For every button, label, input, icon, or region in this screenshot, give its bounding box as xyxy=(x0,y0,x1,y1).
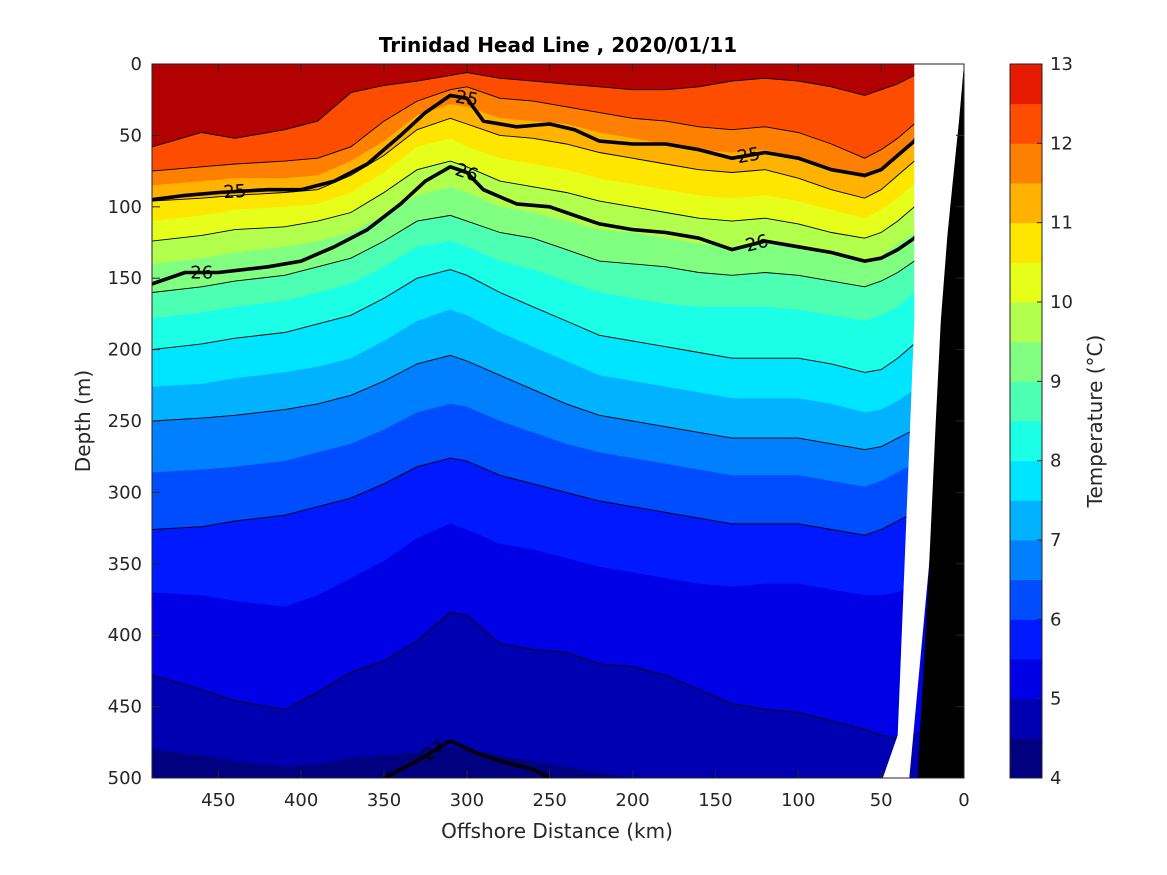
isotherm-lines xyxy=(152,69,932,739)
temperature-band xyxy=(152,746,931,778)
y-axis-label: Depth (m) xyxy=(71,370,95,472)
y-tick-label: 300 xyxy=(108,482,142,503)
y-axis: 0 50 100 150 200 250 300 350 400 450 500 xyxy=(108,54,964,789)
colorbar-tick-label: 5 xyxy=(1050,689,1061,710)
colorbar-swatch xyxy=(1010,302,1042,343)
bathymetry-mask xyxy=(882,64,964,778)
isotherm-line xyxy=(152,69,932,148)
colorbar-swatch xyxy=(1010,659,1042,700)
y-tick-label: 250 xyxy=(108,411,142,432)
y-tick-label: 450 xyxy=(108,697,142,718)
colorbar-swatch xyxy=(1010,579,1042,620)
colorbar-swatch xyxy=(1010,421,1042,462)
density-contour-label: 25 xyxy=(454,86,480,111)
x-tick-label: 300 xyxy=(450,790,484,811)
x-tick-label: 0 xyxy=(958,790,969,811)
y-tick-label: 100 xyxy=(108,197,142,218)
isotherm-line xyxy=(152,86,932,172)
density-contour-line xyxy=(383,739,551,778)
isotherm-line xyxy=(152,160,932,242)
y-tick-label: 50 xyxy=(119,125,142,146)
density-contour-label: 25 xyxy=(736,144,762,169)
colorbar-swatch xyxy=(1010,500,1042,541)
y-tick-label: 150 xyxy=(108,268,142,289)
y-tick-label: 200 xyxy=(108,340,142,361)
colorbar-tick-label: 13 xyxy=(1050,54,1073,75)
colorbar-swatch xyxy=(1010,698,1042,739)
colorbar-frame xyxy=(1009,63,1043,779)
colorbar-tick-label: 9 xyxy=(1050,371,1061,392)
colorbar-swatch xyxy=(1010,540,1042,581)
colorbar-tick-label: 12 xyxy=(1050,133,1073,154)
y-tick-label: 500 xyxy=(108,768,142,789)
x-axis-label: Offshore Distance (km) xyxy=(441,819,673,843)
x-tick-label: 450 xyxy=(201,790,235,811)
colorbar: 4 5 6 7 8 9 10 11 12 13 xyxy=(1009,54,1073,789)
x-axis: 450 400 350 300 250 200 150 100 50 0 xyxy=(201,64,970,811)
isotherm-line xyxy=(152,611,932,739)
temperature-band xyxy=(152,612,931,778)
colorbar-tick-label: 10 xyxy=(1050,292,1073,313)
colorbar-swatch xyxy=(1010,103,1042,144)
isotherm-line xyxy=(152,457,932,536)
density-contour-label: 25 xyxy=(223,181,247,203)
isotherm-line xyxy=(152,117,932,202)
isotherm-line xyxy=(152,214,932,293)
y-tick-label: 0 xyxy=(131,54,142,75)
colorbar-swatch xyxy=(1010,460,1042,501)
colorbar-label: Temperature (°C) xyxy=(1083,335,1107,509)
colorbar-tick-label: 6 xyxy=(1050,609,1061,630)
colorbar-tick-label: 11 xyxy=(1050,213,1073,234)
y-tick-label: 350 xyxy=(108,554,142,575)
colorbar-swatch xyxy=(1010,64,1042,105)
colorbar-swatch xyxy=(1010,619,1042,660)
x-tick-label: 200 xyxy=(615,790,649,811)
colorbar-tick-label: 4 xyxy=(1050,768,1061,789)
x-tick-label: 350 xyxy=(367,790,401,811)
colorbar-swatch xyxy=(1010,143,1042,184)
x-tick-label: 250 xyxy=(533,790,567,811)
density-contour-line xyxy=(152,93,933,202)
colorbar-swatch xyxy=(1010,222,1042,263)
colorbar-tick-label: 8 xyxy=(1050,451,1061,472)
density-contour-label: 26 xyxy=(190,262,213,283)
colorbar-swatch xyxy=(1010,341,1042,382)
seafloor xyxy=(917,64,964,778)
isotherm-line xyxy=(152,269,932,373)
colorbar-tick-label: 7 xyxy=(1050,530,1061,551)
x-tick-label: 400 xyxy=(284,790,318,811)
x-tick-label: 100 xyxy=(781,790,815,811)
y-tick-label: 400 xyxy=(108,625,142,646)
chart-title: Trinidad Head Line , 2020/01/11 xyxy=(379,33,737,57)
colorbar-swatch xyxy=(1010,262,1042,303)
colorbar-swatch xyxy=(1010,183,1042,224)
colorbar-swatch xyxy=(1010,738,1042,779)
no-data-region xyxy=(882,64,964,778)
isotherm-line xyxy=(152,354,932,451)
x-tick-label: 150 xyxy=(698,790,732,811)
x-tick-label: 50 xyxy=(870,790,893,811)
colorbar-swatch xyxy=(1010,381,1042,422)
density-contour-line xyxy=(152,165,933,286)
